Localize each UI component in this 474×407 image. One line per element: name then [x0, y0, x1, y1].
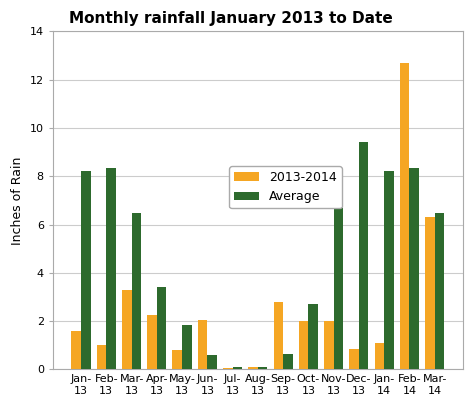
Bar — [283, 354, 293, 370]
Bar — [157, 287, 166, 370]
Bar — [299, 321, 309, 370]
Bar — [334, 208, 343, 370]
Bar — [182, 325, 191, 370]
Bar — [233, 367, 242, 370]
Bar — [400, 63, 410, 370]
Bar — [309, 304, 318, 370]
Bar — [81, 171, 91, 370]
Text: Monthly rainfall January 2013 to Date: Monthly rainfall January 2013 to Date — [69, 11, 393, 26]
Bar — [349, 349, 359, 370]
Bar — [132, 212, 141, 370]
Bar — [106, 168, 116, 370]
Bar — [173, 350, 182, 370]
Y-axis label: Inches of Rain: Inches of Rain — [11, 156, 24, 245]
Bar — [324, 321, 334, 370]
Bar — [147, 315, 157, 370]
Bar — [223, 368, 233, 370]
Bar — [198, 320, 207, 370]
Bar — [410, 168, 419, 370]
Bar — [207, 355, 217, 370]
Bar — [384, 171, 394, 370]
Bar — [248, 367, 258, 370]
Bar — [374, 343, 384, 370]
Bar — [425, 217, 435, 370]
Bar — [359, 142, 368, 370]
Legend: 2013-2014, Average: 2013-2014, Average — [229, 166, 342, 208]
Bar — [273, 302, 283, 370]
Bar — [258, 367, 267, 370]
Bar — [122, 290, 132, 370]
Bar — [435, 212, 444, 370]
Bar — [72, 331, 81, 370]
Bar — [97, 345, 106, 370]
